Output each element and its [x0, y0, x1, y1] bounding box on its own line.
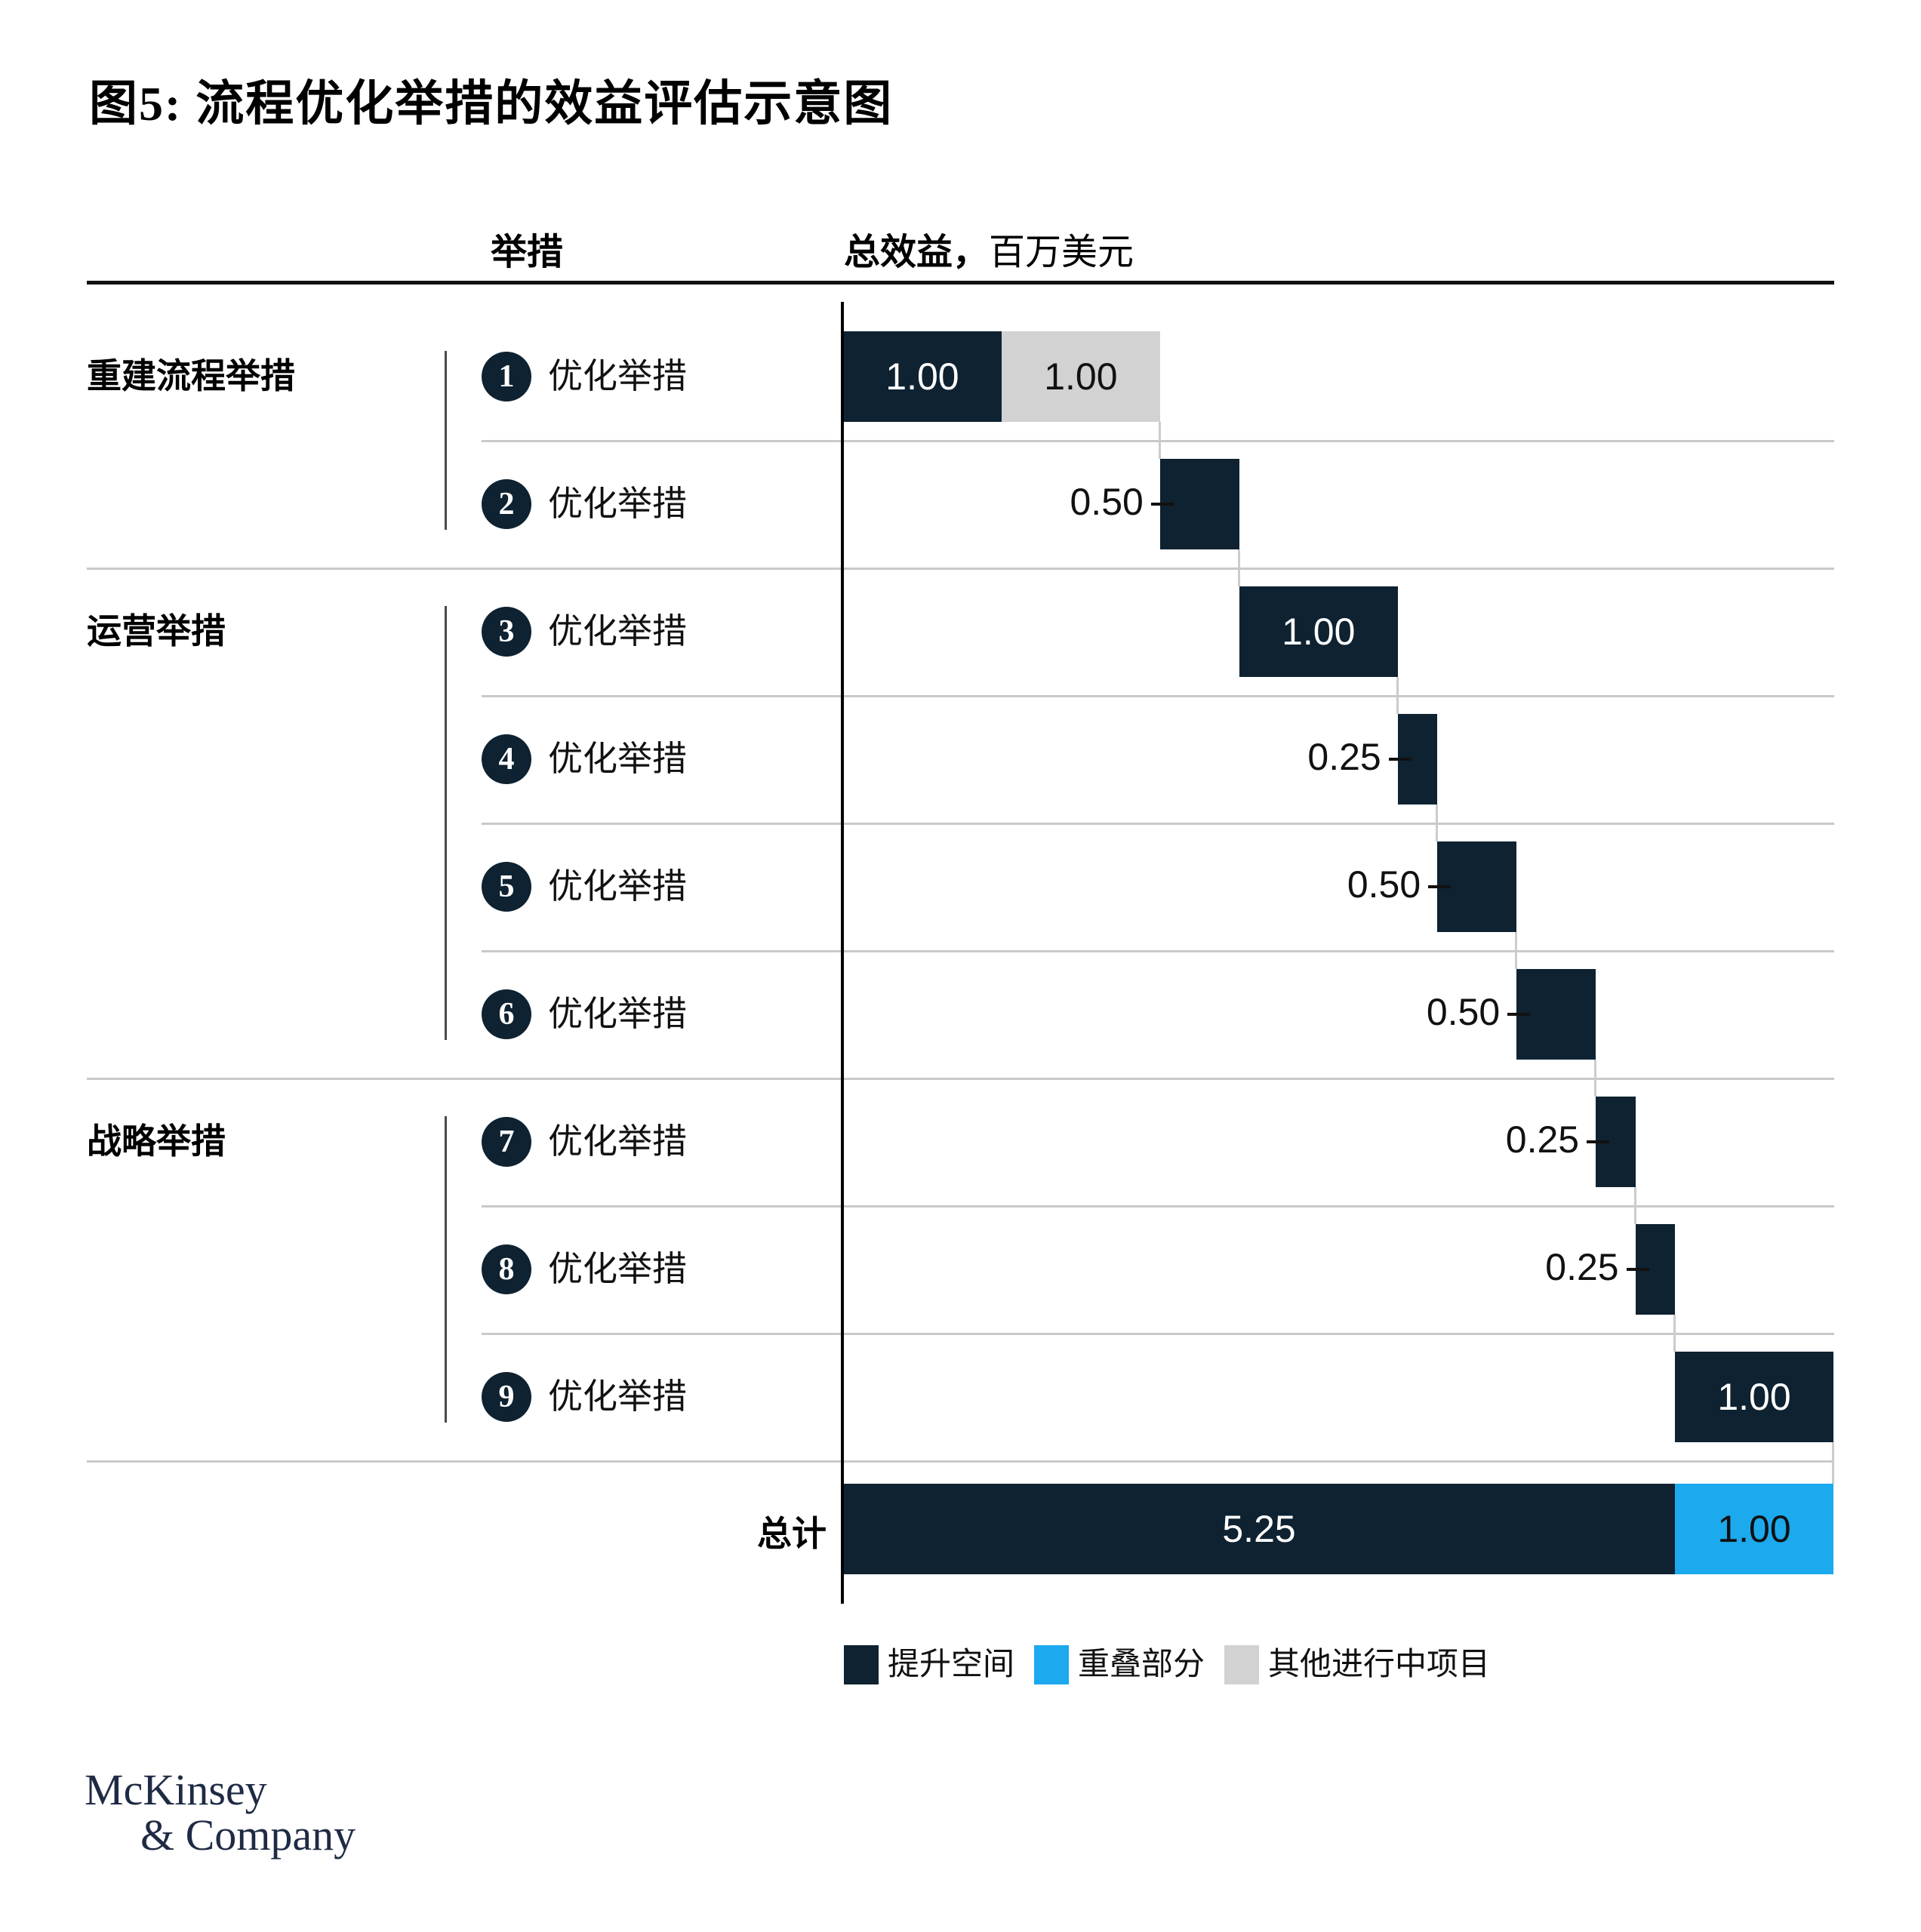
bar-other-ongoing: 1.00: [1001, 331, 1160, 422]
bar-improvement: 1.00: [1675, 1351, 1833, 1442]
item-badge: 4: [482, 734, 531, 784]
row-separator: [482, 440, 1834, 442]
bar-improvement: 1.00: [1239, 586, 1398, 677]
bar-value-label: 0.50: [1426, 990, 1501, 1033]
group-bracket: [445, 1115, 447, 1423]
legend-swatch-overlap: [1034, 1645, 1069, 1684]
bar-connector: [1158, 421, 1161, 459]
bar-connector: [1673, 1314, 1676, 1352]
value-tick: [1388, 757, 1412, 761]
bar-connector: [1436, 804, 1439, 841]
bar-value-label: 0.25: [1307, 735, 1381, 778]
item-badge: 8: [482, 1244, 531, 1294]
column-header-benefit: 总效益，百万美元: [844, 222, 1134, 275]
total-label: 总计: [757, 1515, 827, 1553]
category-label: 重建流程举措: [87, 356, 295, 395]
header-underline: [87, 281, 1834, 285]
bar-connector: [1594, 1059, 1597, 1097]
item-label: 优化举措: [548, 994, 687, 1033]
item-label: 优化举措: [548, 611, 687, 651]
item-badge: 3: [482, 606, 531, 657]
logo-line-1: McKinsey: [85, 1765, 267, 1814]
bar-connector: [1515, 931, 1518, 969]
value-tick: [1150, 502, 1174, 506]
group-bracket: [445, 350, 447, 530]
legend-label: 重叠部分: [1078, 1647, 1205, 1682]
row-separator: [482, 1205, 1834, 1208]
item-label: 优化举措: [548, 484, 687, 523]
legend-swatch-other_ongoing: [1224, 1645, 1259, 1684]
value-tick: [1626, 1267, 1649, 1271]
bar-connector: [1396, 676, 1399, 714]
category-label: 运营举措: [87, 611, 226, 651]
bar-improvement: 1.00: [843, 331, 1002, 422]
item-label: 优化举措: [548, 739, 687, 778]
chart-axis: [841, 302, 844, 1604]
bar-value-label: 0.25: [1505, 1118, 1580, 1161]
item-label: 优化举措: [548, 866, 687, 906]
row-separator: [482, 695, 1834, 697]
row-separator: [87, 1460, 1834, 1463]
benefit-header-label: 总效益，: [844, 232, 990, 272]
value-tick: [1587, 1140, 1610, 1143]
value-tick: [1507, 1012, 1531, 1016]
group-bracket: [445, 605, 447, 1040]
legend-swatch-improvement: [844, 1645, 879, 1684]
bar-value-label: 0.25: [1545, 1245, 1619, 1288]
bar-value-label: 0.50: [1070, 480, 1144, 523]
row-separator: [87, 568, 1834, 570]
mckinsey-logo: McKinsey & Company: [85, 1767, 356, 1858]
item-badge: 6: [482, 989, 531, 1039]
category-label: 战略举措: [87, 1121, 226, 1161]
bar-connector: [1633, 1186, 1636, 1224]
item-label: 优化举措: [548, 1249, 687, 1288]
logo-line-2: & Company: [140, 1810, 356, 1860]
row-separator: [482, 950, 1834, 952]
row-separator: [87, 1078, 1834, 1080]
value-tick: [1428, 884, 1452, 888]
legend-label: 其他进行中项目: [1268, 1647, 1491, 1682]
row-separator: [482, 823, 1834, 825]
bar-value-label: 0.50: [1347, 863, 1421, 906]
bar-connector: [1832, 1441, 1834, 1484]
bar-total-overlap: 1.00: [1675, 1484, 1833, 1574]
item-label: 优化举措: [548, 1121, 687, 1161]
item-badge: 9: [482, 1371, 531, 1422]
item-badge: 2: [482, 478, 531, 529]
row-separator: [482, 1333, 1834, 1335]
bar-total-improvement: 5.25: [843, 1484, 1676, 1574]
item-badge: 5: [482, 861, 531, 912]
figure-title: 图5: 流程优化举措的效益评估示意图: [89, 77, 894, 131]
bar-connector: [1237, 549, 1240, 586]
item-label: 优化举措: [548, 356, 687, 395]
item-label: 优化举措: [548, 1377, 687, 1416]
item-badge: 1: [482, 351, 531, 401]
column-header-initiative: 举措: [491, 232, 564, 272]
item-badge: 7: [482, 1116, 531, 1167]
benefit-header-unit: 百万美元: [989, 232, 1134, 272]
legend-label: 提升空间: [888, 1647, 1015, 1682]
